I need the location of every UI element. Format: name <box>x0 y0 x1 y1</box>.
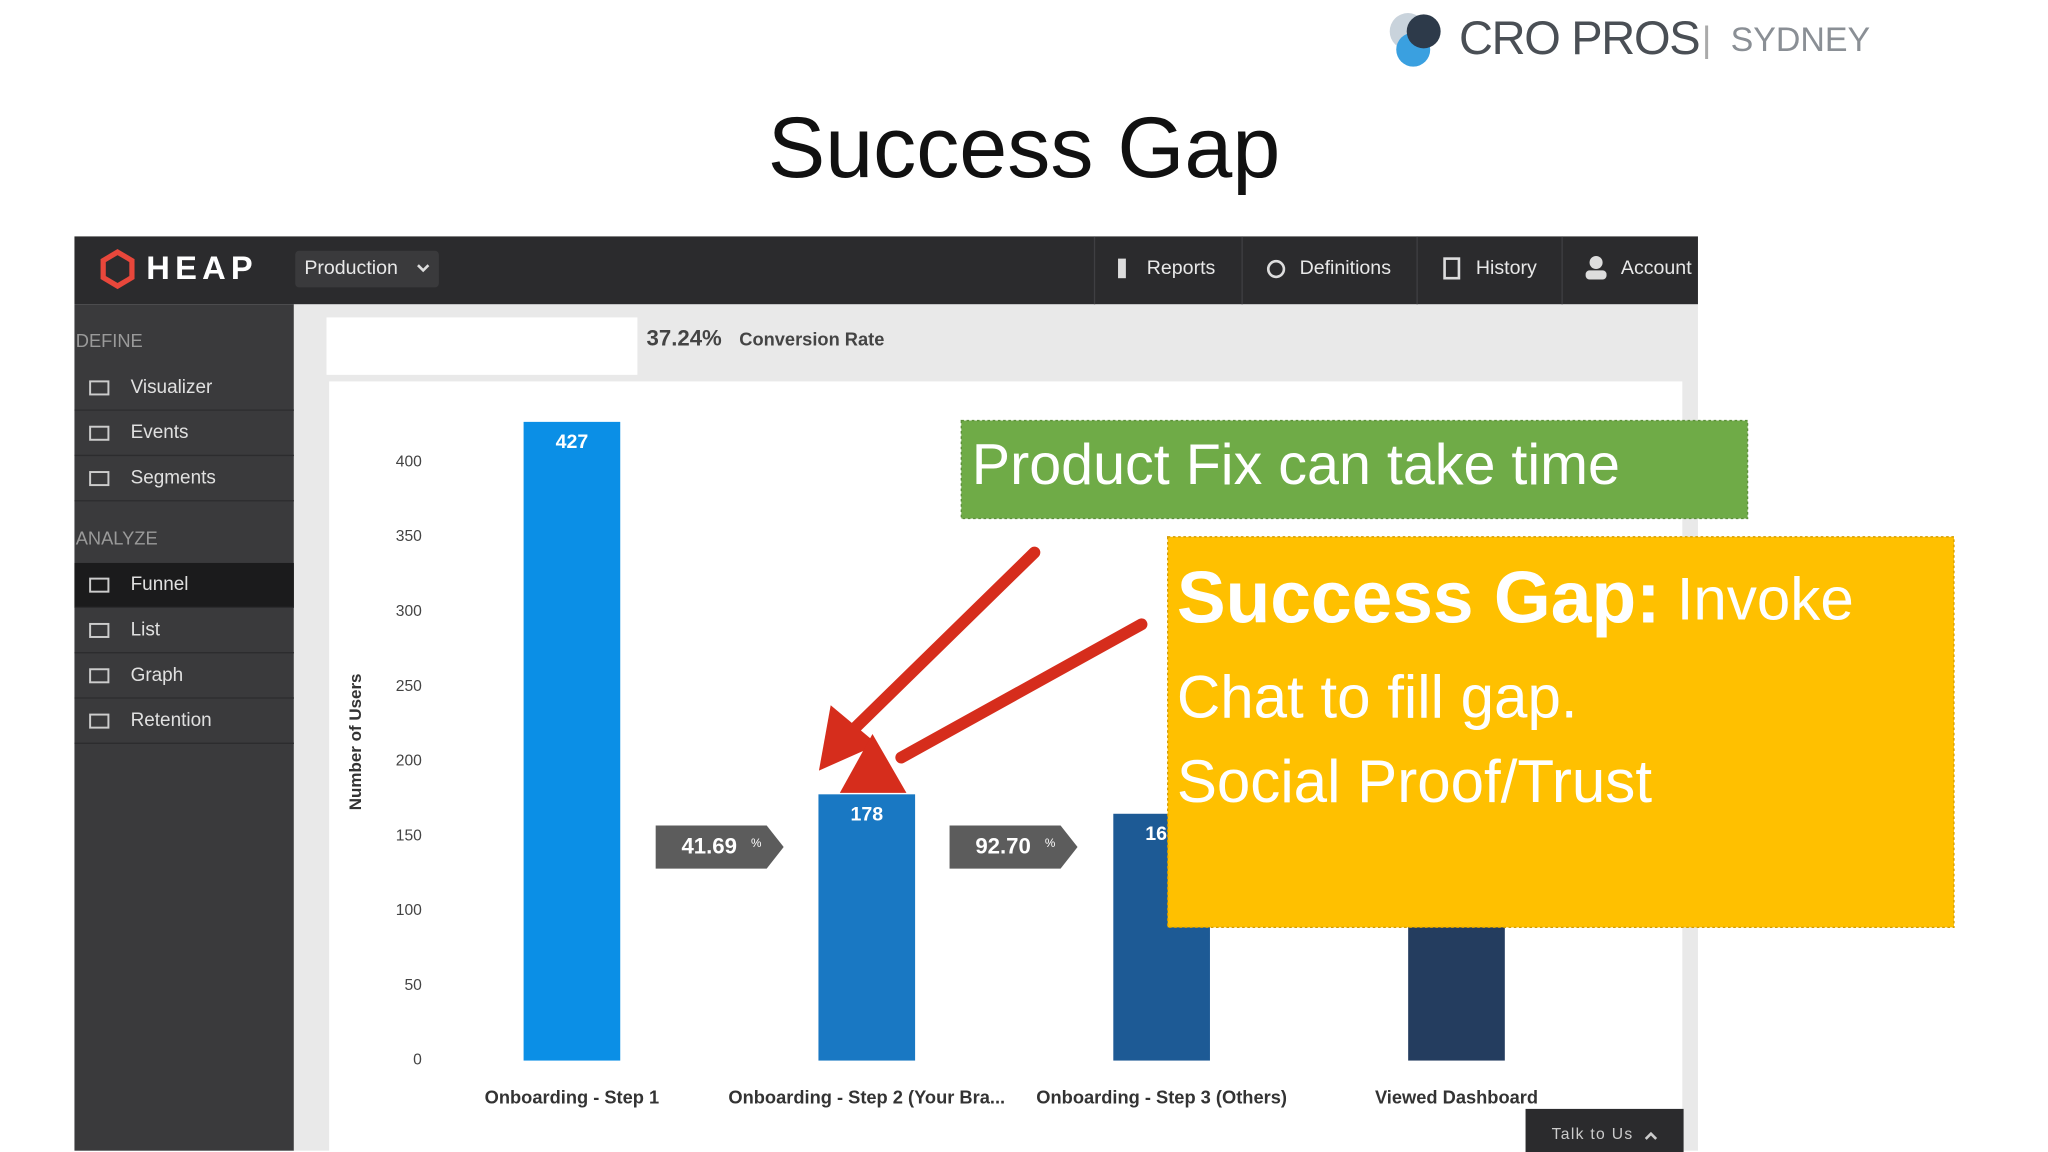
y-tick-label: 350 <box>396 528 422 545</box>
app-brand: HEAP <box>146 249 258 286</box>
arrow-shaft <box>849 546 1041 734</box>
slide-title: Success Gap <box>768 100 1281 196</box>
y-tick-label: 100 <box>396 902 422 919</box>
logo-city: SYDNEY <box>1731 21 1871 59</box>
nav-icon <box>1443 257 1461 280</box>
sidebar <box>74 304 294 1151</box>
arrow-head <box>839 734 907 793</box>
y-tick-label: 150 <box>396 827 422 844</box>
y-tick-label: 200 <box>396 753 422 770</box>
sidebar-icon <box>89 380 110 396</box>
sidebar-item[interactable]: Events <box>131 422 189 443</box>
sidebar-active <box>74 562 294 608</box>
y-tick-label: 400 <box>396 453 422 470</box>
nav-separators <box>1093 236 1563 305</box>
step-rate-tag <box>949 825 1078 869</box>
logo-brand: CRO PROS <box>1459 11 1699 64</box>
sidebar-item[interactable]: Funnel <box>131 574 189 595</box>
step-rate: 41.69 <box>681 834 737 859</box>
heap-icon <box>100 249 135 290</box>
success-gap-text: Social Proof/Trust <box>1177 748 1653 815</box>
red-arrows <box>818 546 1148 793</box>
product-fix-box <box>960 419 1749 520</box>
sidebar-item[interactable]: Segments <box>131 468 216 489</box>
sidebar-heading: ANALYZE <box>76 527 158 548</box>
nav-item[interactable]: Reports <box>1147 257 1216 279</box>
logo-separator: | <box>1702 18 1712 59</box>
arrow-shaft <box>895 618 1148 764</box>
sidebar-icon <box>89 713 110 729</box>
success-gap-line: Success Gap: Invoke <box>1177 558 1854 639</box>
step-rate-unit: % <box>1045 837 1056 850</box>
conversion-rate: 37.24% <box>647 325 723 350</box>
success-gap-text: Chat to fill gap. <box>1177 663 1578 730</box>
sidebar-icon <box>89 668 110 684</box>
step-rate: 92.70 <box>975 834 1031 859</box>
sidebar-item[interactable]: Visualizer <box>131 377 213 398</box>
y-tick-label: 300 <box>396 603 422 620</box>
nav-icon <box>1118 258 1126 279</box>
x-tick-label: Onboarding - Step 3 (Others) <box>1036 1086 1287 1107</box>
step-rate-tags: 41.69 % 92.70 % <box>655 825 1078 869</box>
sidebar-item[interactable]: List <box>131 619 161 640</box>
x-tick-label: Onboarding - Step 2 (Your Bra... <box>728 1086 1005 1107</box>
nav-icons <box>1118 256 1607 280</box>
chart: 0 50 100 150 200 250 300 350 400 427 Onboarding - … <box>396 421 1538 1107</box>
nav-icon <box>1589 256 1603 270</box>
step-rate-tag <box>655 825 784 869</box>
nav-icon <box>1266 259 1286 279</box>
sidebar-item[interactable]: Graph <box>131 665 184 686</box>
success-gap-box <box>1167 536 1955 928</box>
nav-icon <box>1585 270 1607 280</box>
talk-button[interactable] <box>1525 1108 1684 1152</box>
chevron <box>417 264 430 273</box>
sidebar-icon <box>89 622 110 638</box>
nav-item[interactable]: Definitions <box>1300 257 1392 279</box>
sidebar-heading: DEFINE <box>76 330 143 351</box>
bar <box>523 421 621 1061</box>
env-dropdown[interactable] <box>295 250 439 288</box>
y-tick-label: 50 <box>404 977 422 994</box>
sidebar-icon <box>89 471 110 487</box>
sidebar-icon <box>89 577 110 593</box>
env-label[interactable]: Production <box>304 257 398 279</box>
nav-item[interactable]: History <box>1476 257 1537 279</box>
x-tick-label: Onboarding - Step 1 <box>485 1086 660 1107</box>
x-tick-label: Viewed Dashboard <box>1375 1086 1538 1107</box>
sidebar-menu: DEFINE ANALYZE Visualizer Events Segments F… <box>74 330 294 744</box>
sidebar-item[interactable]: Retention <box>131 710 212 731</box>
y-tick-label: 250 <box>396 678 422 695</box>
logo-circle <box>1406 14 1441 49</box>
step-rate-unit: % <box>751 837 762 850</box>
success-gap-heading: Success Gap: <box>1177 558 1661 639</box>
y-tick-label: 0 <box>413 1052 422 1069</box>
success-gap-text: Invoke <box>1677 565 1854 632</box>
conversion-box <box>326 317 638 375</box>
chevron <box>1644 1131 1658 1140</box>
nav-item[interactable]: Account <box>1621 257 1692 279</box>
logo: CRO PROS | SYDNEY <box>1389 11 1871 67</box>
y-axis-title: Number of Users <box>346 674 365 811</box>
arrow-head <box>818 705 878 771</box>
talk-button-label[interactable]: Talk to Us <box>1552 1126 1634 1143</box>
bar-value-label: 427 <box>556 431 589 453</box>
bar <box>818 794 916 1061</box>
conversion-label: Conversion Rate <box>739 329 884 350</box>
product-fix-text: Product Fix can take time <box>972 433 1620 497</box>
bar-value-label: 178 <box>850 803 883 825</box>
sidebar-icon <box>89 425 110 441</box>
